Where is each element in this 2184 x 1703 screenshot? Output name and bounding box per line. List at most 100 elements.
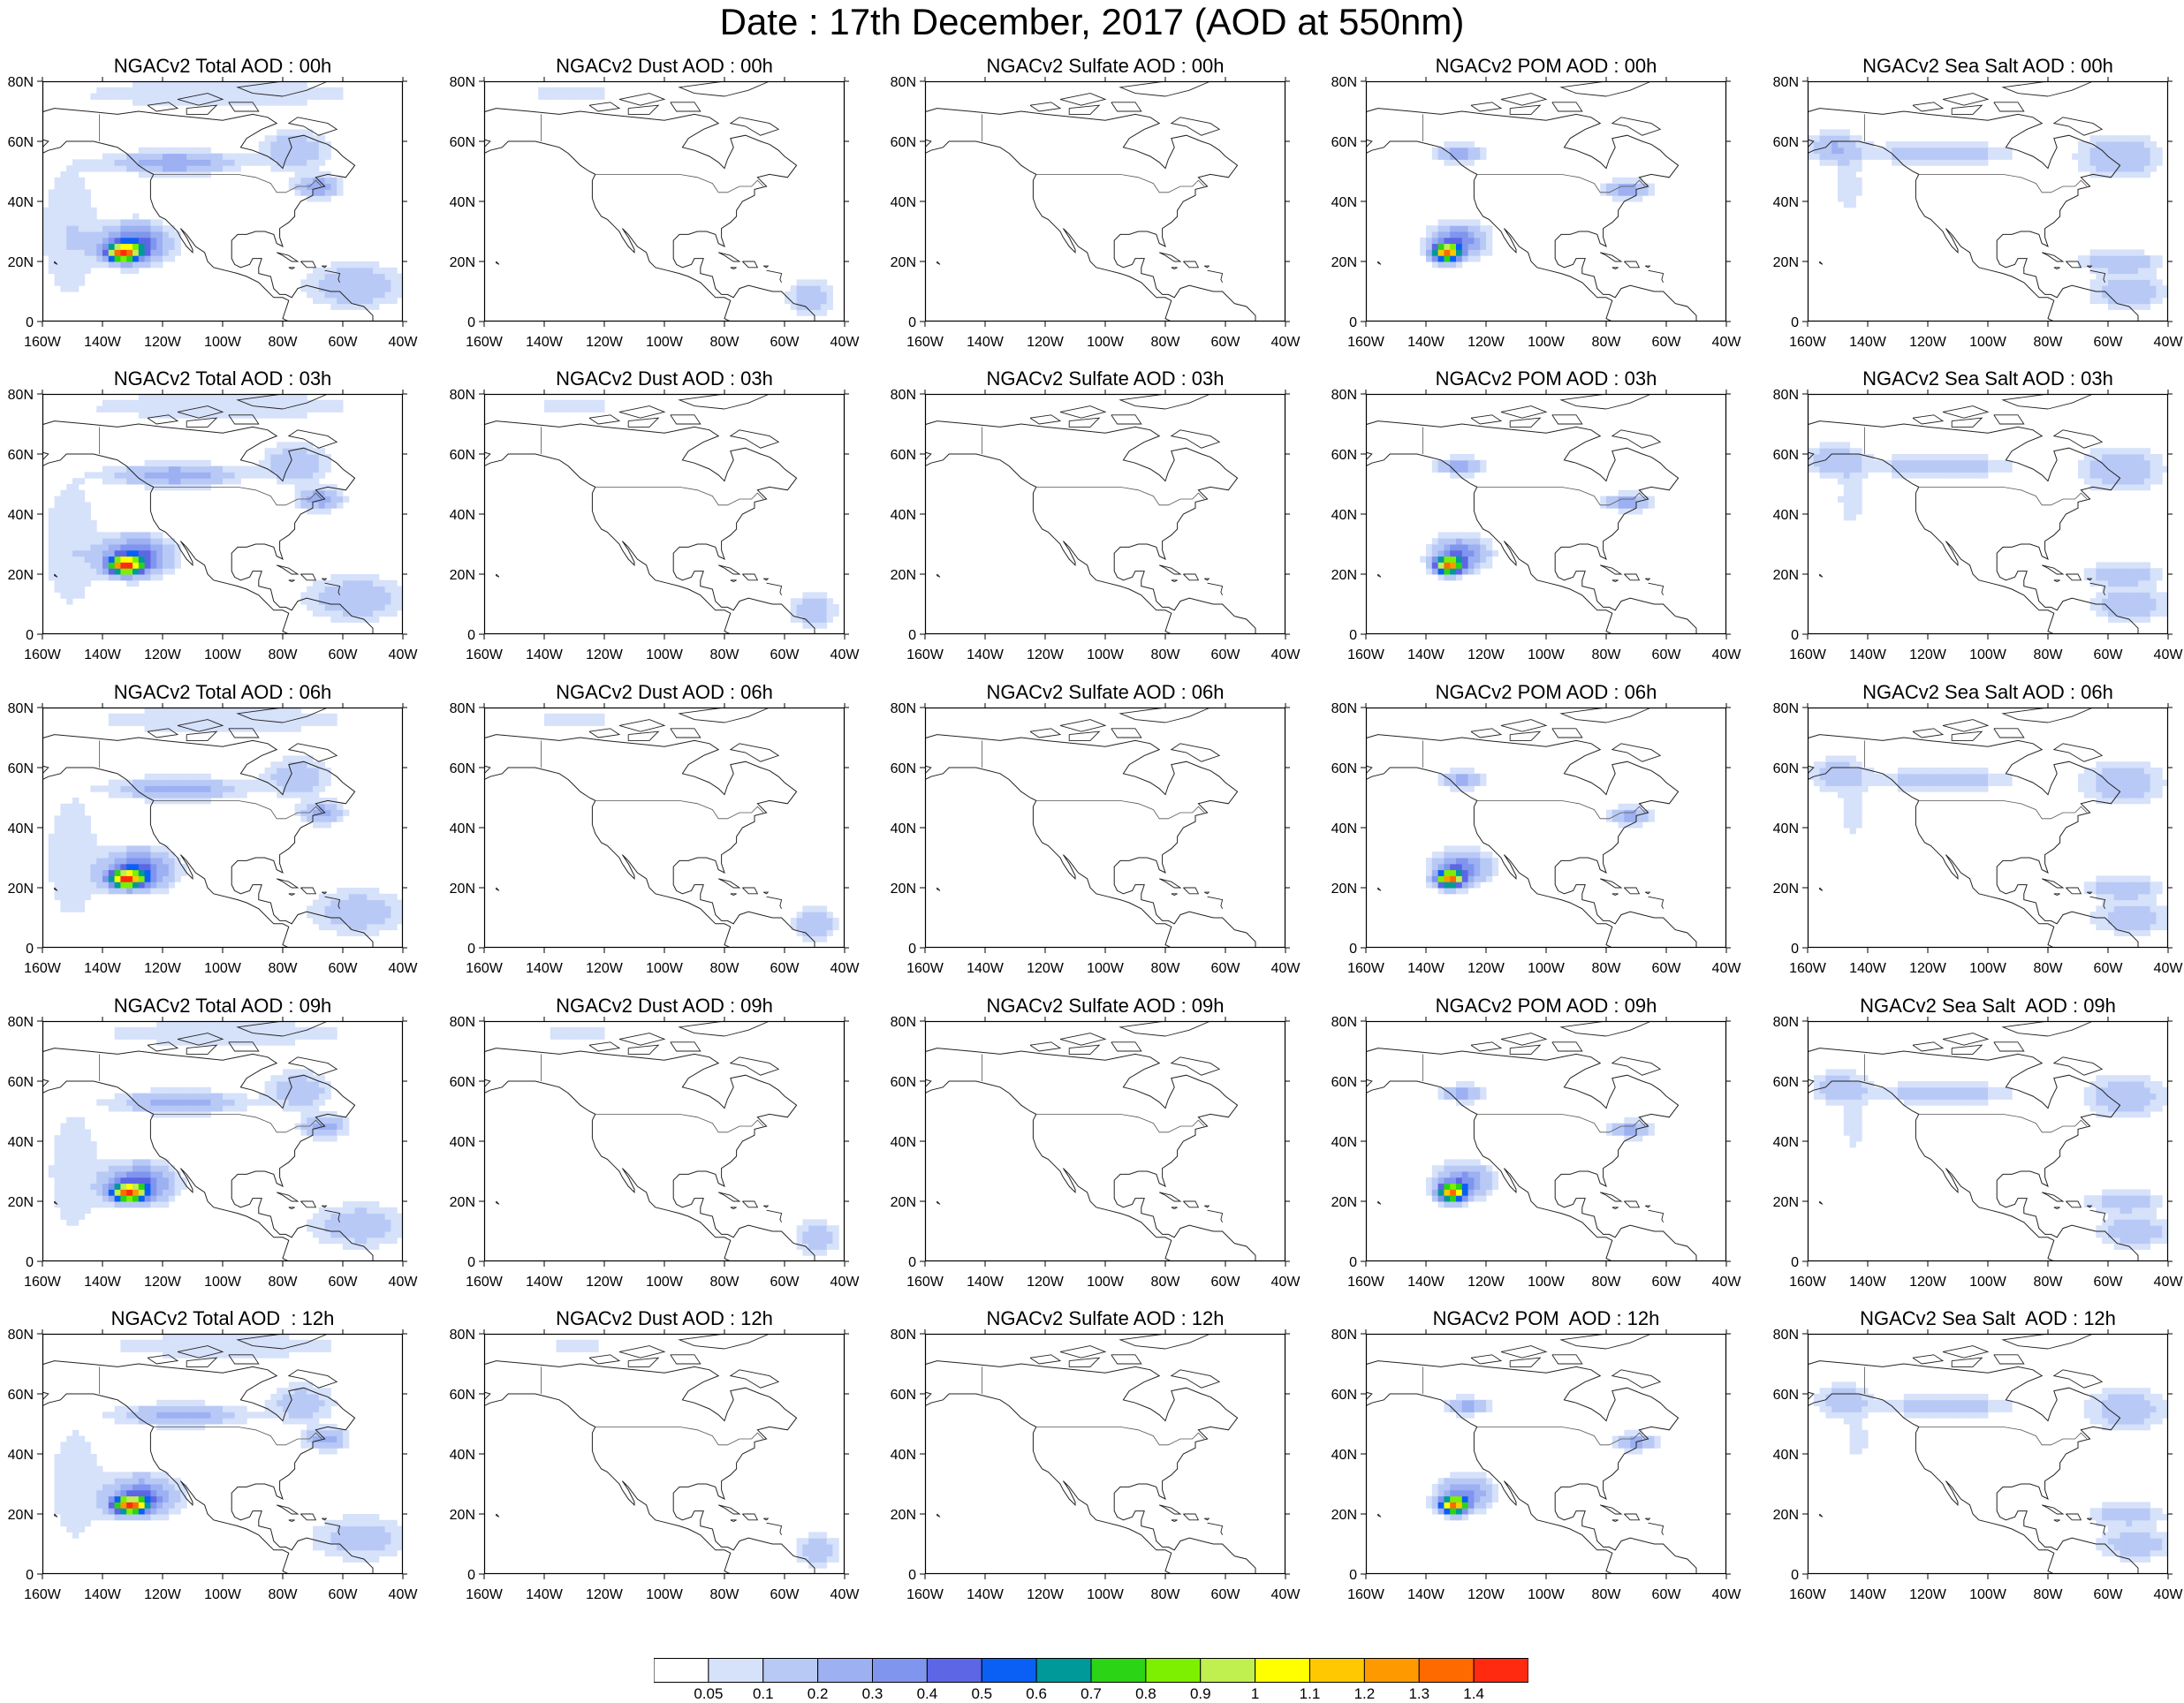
aod-cell [72,1117,79,1124]
aod-cell [2150,882,2157,888]
aod-cell [1850,815,1856,821]
aod-cell [120,255,126,261]
aod-cell [295,725,301,731]
aod-cell [145,148,151,154]
aod-cell [1855,154,1862,160]
aod-cell [120,538,126,544]
aod-cell [1982,466,1988,473]
aod-cell [1838,159,1844,165]
aod-cell [2138,249,2144,255]
island-outline [1172,894,1178,896]
aod-cell [2138,484,2144,490]
aod-cell [295,189,301,195]
aod-cell [150,1171,156,1177]
aod-cell [313,274,319,280]
aod-cell [2138,268,2144,274]
aod-cell [349,261,355,268]
aod-cell [2108,774,2114,780]
aod-cell [145,538,151,544]
island-outline [1820,261,1823,264]
lon-tick-label: 120W [144,961,182,976]
aod-cell [120,858,126,864]
aod-cell [1432,556,1438,563]
aod-cell [1922,141,1928,148]
aod-cell [2144,894,2150,900]
aod-cell [580,714,587,720]
aod-cell [240,154,246,160]
aod-cell [821,924,827,930]
aod-cell [145,785,151,791]
island-outline [1552,415,1582,424]
aod-cell [373,912,379,918]
aod-cell [2090,135,2097,141]
aod-cell [1825,159,1831,165]
island-outline [2054,268,2060,269]
aod-cell [2096,610,2102,617]
aod-cell [150,714,156,720]
aod-cell [2156,918,2162,924]
aod-cell [1922,148,1928,154]
aod-cell [72,484,79,490]
aod-cell [319,815,325,821]
aod-cell [246,154,253,160]
aod-cell [300,466,307,473]
aod-cell [126,1099,133,1105]
aod-cell [2102,610,2108,617]
aod-cell [815,610,821,617]
lat-tick-label: 20N [1773,882,1799,897]
aod-cell [373,617,379,623]
aod-cell [49,538,55,544]
aod-cell [2144,304,2150,310]
aod-cell [133,538,139,544]
aod-cell [169,1027,175,1033]
aod-cell [1850,798,1856,804]
lon-tick-label: 140W [1849,335,1887,350]
aod-cell [85,208,91,214]
aod-cell [1438,460,1445,466]
aod-cell [2114,255,2120,261]
aod-cell [1874,466,1880,473]
aod-cell [60,894,66,900]
aod-cell [115,1105,121,1111]
island-outline [1060,720,1105,732]
aod-cell [270,768,277,774]
aod-cell [300,171,307,178]
aod-cell [199,1105,205,1111]
aod-cell [355,888,361,894]
aod-cell [79,189,85,195]
aod-cell [1426,864,1432,870]
aod-cell [815,604,821,610]
aod-cell [49,208,55,214]
aod-cell [1438,852,1445,858]
aod-cell [223,780,229,786]
island-outline [322,579,326,580]
aod-cell [1922,774,1928,780]
aod-cell [2144,298,2150,304]
aod-cell [355,918,361,924]
aod-cell [1850,135,1856,141]
aod-cell [2138,774,2144,780]
aod-cell [163,460,169,466]
aod-cell [557,720,563,726]
aod-cell [2114,568,2120,574]
aod-cell [330,574,337,580]
aod-cell [156,225,163,231]
aod-cell [1468,219,1475,225]
aod-cell [270,141,277,148]
aod-cell [1838,165,1844,171]
aod-cell [562,400,568,406]
island-outline [2054,744,2102,761]
aod-cell [270,448,277,454]
aod-cell [289,791,295,798]
aod-cell [2156,261,2162,268]
aod-cell [265,448,271,454]
aod-cell [1438,568,1445,574]
aod-cell [1468,154,1475,160]
lon-tick-label: 140W [1407,647,1445,662]
lat-tick-label: 20N [891,568,916,583]
aod-cell [133,261,139,268]
aod-cell [180,165,186,171]
aod-cell [373,592,379,598]
aod-cell [96,261,102,268]
aod-cell [85,231,91,238]
